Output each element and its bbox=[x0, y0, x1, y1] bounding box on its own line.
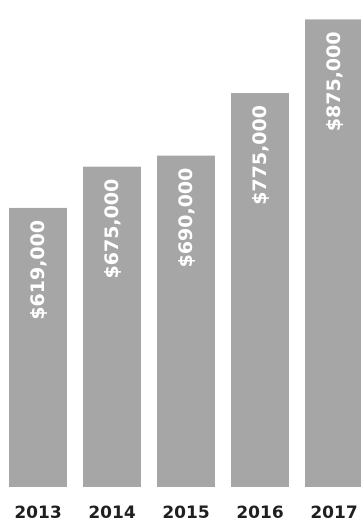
bars-group bbox=[9, 19, 361, 488]
bar-2014 bbox=[83, 166, 141, 487]
data-label-2013: $619,000 bbox=[27, 220, 49, 320]
x-tick-label-2014: 2014 bbox=[88, 503, 135, 523]
data-label-2016: $775,000 bbox=[249, 105, 271, 205]
data-label-2014: $675,000 bbox=[101, 179, 123, 279]
data-label-2017: $875,000 bbox=[323, 31, 345, 131]
x-tick-label-2015: 2015 bbox=[162, 503, 209, 523]
x-tick-label-2013: 2013 bbox=[14, 503, 61, 523]
bar-2017 bbox=[305, 19, 361, 488]
x-tick-label-2016: 2016 bbox=[236, 503, 283, 523]
data-labels-group: $619,000 $675,000 $690,000 $775,000 $875,000 bbox=[27, 31, 345, 319]
bar-2015 bbox=[157, 155, 215, 488]
bar-2016 bbox=[231, 93, 289, 487]
data-label-2015: $690,000 bbox=[175, 168, 197, 268]
bar-2013 bbox=[9, 207, 67, 487]
x-tick-label-2017: 2017 bbox=[310, 503, 357, 523]
x-axis-tick-labels: 2013 2014 2015 2016 2017 bbox=[14, 503, 357, 523]
